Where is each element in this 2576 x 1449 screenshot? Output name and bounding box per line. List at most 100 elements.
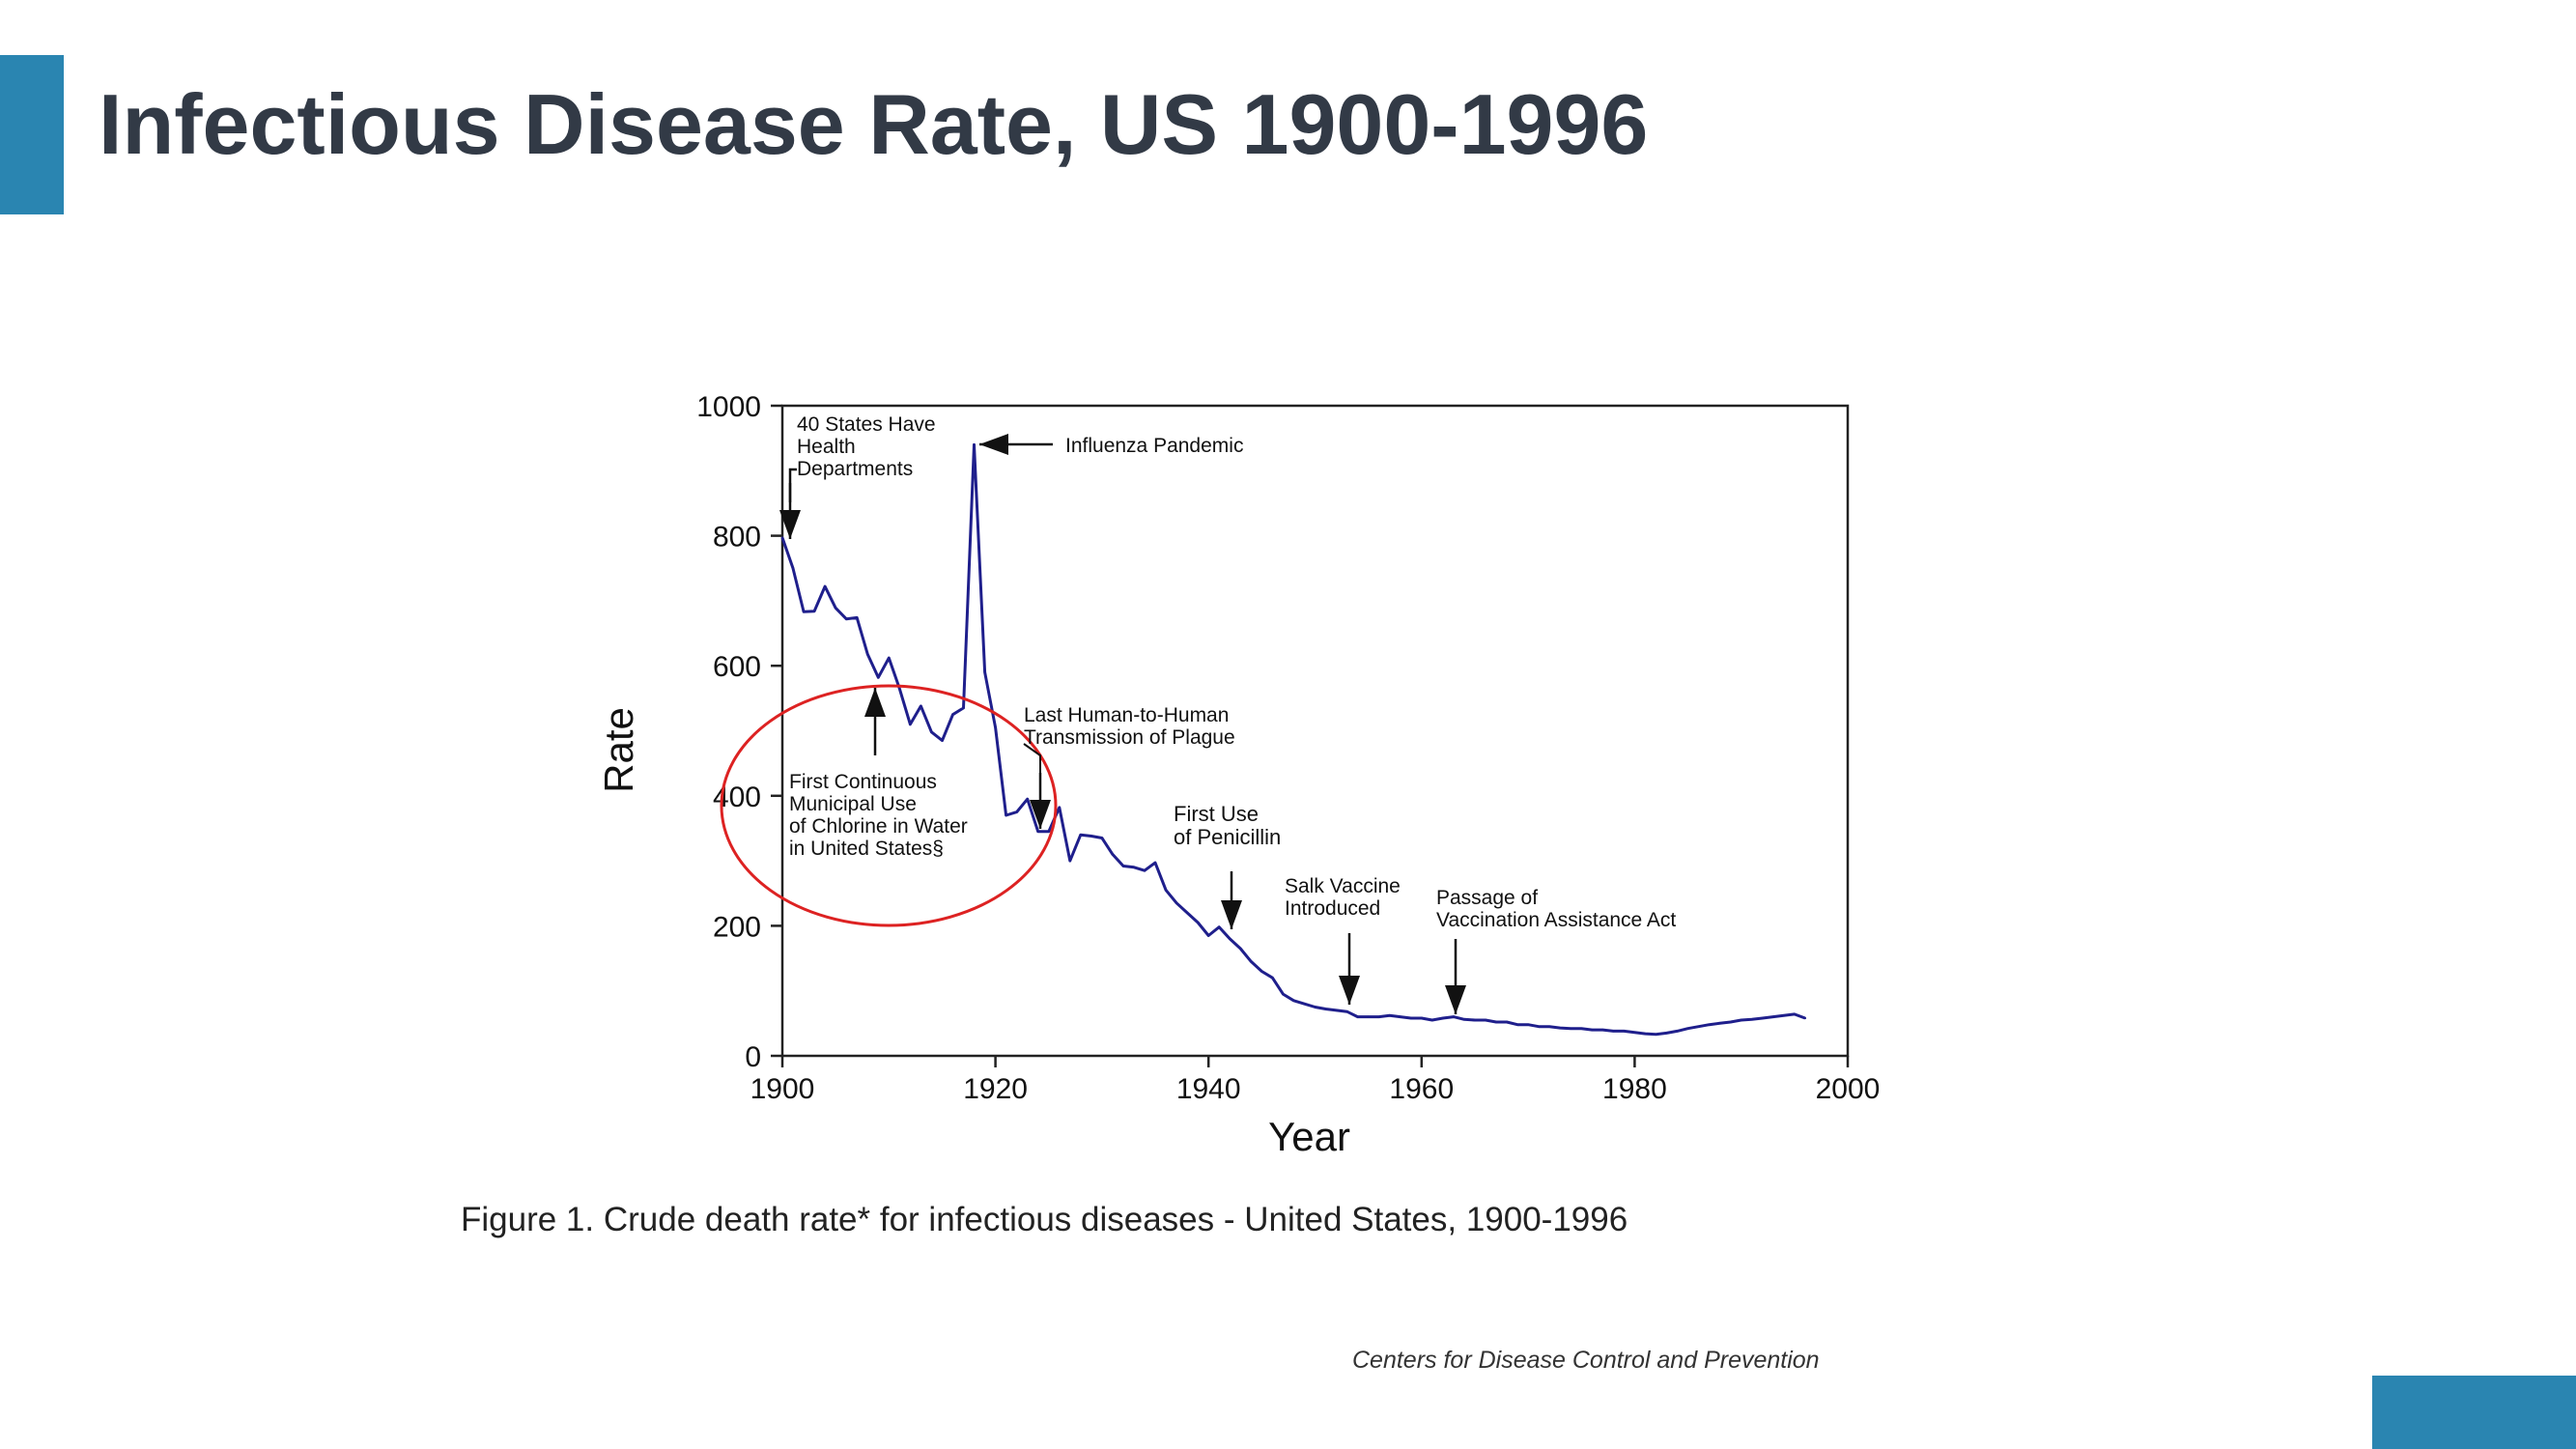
data-point bbox=[1260, 970, 1263, 973]
data-point bbox=[1644, 1032, 1647, 1036]
data-point bbox=[1515, 1023, 1519, 1026]
data-point bbox=[1036, 830, 1039, 834]
data-point bbox=[1686, 1027, 1689, 1030]
data-point bbox=[1484, 1018, 1487, 1022]
data-point bbox=[812, 610, 816, 612]
annotation-influenza: Influenza Pandemic bbox=[1065, 435, 1243, 457]
data-point bbox=[1100, 837, 1104, 839]
data-point bbox=[1771, 1015, 1774, 1018]
data-point bbox=[930, 730, 933, 734]
data-point bbox=[1377, 1015, 1380, 1018]
data-point bbox=[856, 616, 859, 619]
slide-title: Infectious Disease Rate, US 1900-1996 bbox=[99, 76, 1649, 172]
data-point bbox=[780, 536, 784, 539]
data-point bbox=[1473, 1018, 1477, 1022]
annotation-chlorine: Municipal Use bbox=[789, 793, 917, 815]
y-axis-label: Rate bbox=[596, 707, 641, 793]
data-point bbox=[1229, 937, 1231, 941]
data-point bbox=[1196, 921, 1200, 924]
data-point bbox=[1718, 1022, 1721, 1025]
annotation-influenza-arrow-head bbox=[979, 434, 1008, 455]
data-point bbox=[1303, 1002, 1306, 1006]
data-point bbox=[1623, 1030, 1626, 1033]
data-point bbox=[920, 704, 922, 708]
data-point bbox=[823, 584, 827, 588]
data-point bbox=[791, 567, 795, 570]
data-point bbox=[866, 652, 869, 656]
plot-frame bbox=[780, 404, 1850, 1058]
annotation-plague: Last Human-to-Human bbox=[1024, 704, 1229, 726]
data-point bbox=[1505, 1020, 1509, 1024]
data-point bbox=[888, 656, 891, 660]
data-point bbox=[1547, 1025, 1551, 1028]
data-point bbox=[1271, 977, 1274, 980]
data-point bbox=[1441, 1016, 1445, 1020]
data-point bbox=[1111, 853, 1115, 856]
data-point bbox=[834, 607, 837, 610]
data-point bbox=[1633, 1031, 1636, 1034]
data-point bbox=[1430, 1018, 1434, 1022]
annotation-salk-arrow-head bbox=[1339, 976, 1360, 1005]
data-point bbox=[909, 723, 912, 725]
data-point bbox=[1420, 1016, 1424, 1020]
annotation-health-departments: Health bbox=[797, 436, 856, 458]
annotation-salk: Salk Vaccine bbox=[1285, 875, 1401, 897]
annotation-chlorine: of Chlorine in Water bbox=[789, 815, 968, 838]
figure-caption: Figure 1. Crude death rate* for infectio… bbox=[461, 1201, 1628, 1238]
data-point bbox=[1526, 1023, 1530, 1026]
data-point bbox=[898, 687, 901, 690]
data-point bbox=[994, 725, 997, 729]
annotation-plague: Transmission of Plague bbox=[1024, 726, 1235, 749]
x-tick-label: 1920 bbox=[963, 1073, 1028, 1105]
data-point bbox=[1090, 835, 1093, 838]
data-point bbox=[1218, 925, 1221, 928]
annotation-vaccination-act: Passage of bbox=[1436, 887, 1538, 909]
data-point bbox=[1708, 1023, 1711, 1026]
data-point bbox=[1580, 1027, 1583, 1030]
footer-accent-bar bbox=[2372, 1376, 2576, 1449]
data-point bbox=[941, 739, 944, 742]
data-point bbox=[1047, 830, 1050, 834]
data-point bbox=[1132, 866, 1136, 869]
y-tick-label: 400 bbox=[713, 781, 761, 813]
data-point bbox=[1207, 934, 1210, 937]
data-point bbox=[1782, 1014, 1786, 1017]
annotation-health-departments: 40 States Have bbox=[797, 413, 936, 436]
data-point bbox=[962, 706, 965, 710]
data-point bbox=[1452, 1015, 1456, 1018]
data-point bbox=[1388, 1014, 1391, 1017]
title-accent-bar bbox=[0, 55, 64, 214]
data-point bbox=[1665, 1032, 1668, 1035]
data-point bbox=[1058, 806, 1061, 810]
data-point bbox=[1015, 810, 1018, 813]
x-tick-label: 1980 bbox=[1602, 1073, 1667, 1105]
data-point bbox=[1292, 999, 1295, 1002]
data-point bbox=[1079, 833, 1083, 837]
data-point bbox=[1558, 1026, 1562, 1030]
annotation-chlorine-arrow-head bbox=[864, 688, 886, 717]
data-point bbox=[1750, 1018, 1753, 1021]
y-tick-label: 600 bbox=[713, 651, 761, 683]
annotation-penicillin: First Use bbox=[1174, 802, 1259, 826]
x-axis-label: Year bbox=[1268, 1114, 1350, 1159]
death-rate-line bbox=[780, 442, 1806, 1037]
source-credit: Centers for Disease Control and Preventi… bbox=[1352, 1347, 1820, 1374]
data-point bbox=[1494, 1020, 1498, 1024]
data-point bbox=[1729, 1020, 1732, 1024]
data-point bbox=[802, 611, 806, 613]
data-point bbox=[844, 617, 848, 620]
data-point bbox=[1612, 1030, 1615, 1033]
data-point bbox=[983, 670, 986, 674]
data-point bbox=[1367, 1015, 1370, 1018]
y-tick-label: 200 bbox=[713, 911, 761, 943]
data-point bbox=[1462, 1018, 1466, 1021]
data-point bbox=[1591, 1028, 1594, 1032]
data-point bbox=[1121, 865, 1125, 867]
data-point bbox=[1143, 868, 1146, 872]
data-point bbox=[1324, 1008, 1327, 1010]
annotation-penicillin: of Penicillin bbox=[1174, 825, 1281, 849]
y-tick-label: 800 bbox=[713, 522, 761, 554]
data-point bbox=[1239, 947, 1242, 951]
annotation-health-departments: Departments bbox=[797, 458, 913, 480]
data-point bbox=[1655, 1033, 1657, 1036]
